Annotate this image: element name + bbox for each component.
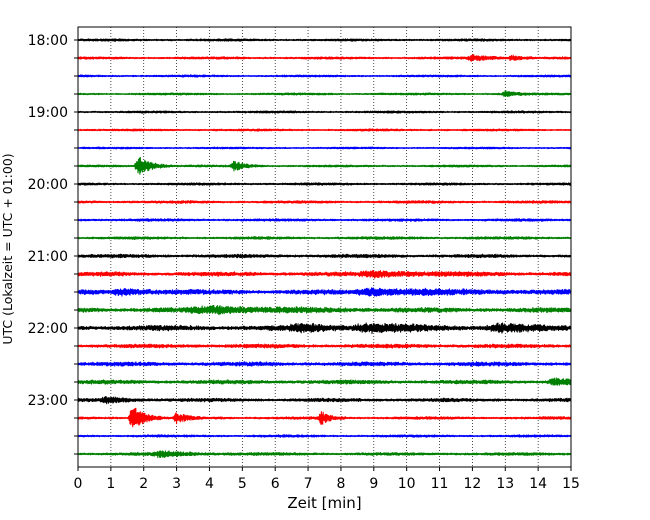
y-tick-label: 22:00 (28, 321, 68, 337)
y-axis-ticks: 18:00 19:00 20:00 21:00 22:00 23:00 (28, 33, 78, 455)
trace-2300 (77, 396, 572, 405)
x-tick-label: 7 (304, 476, 313, 492)
x-tick-label: 2 (139, 476, 148, 492)
plot-frame (77, 26, 572, 468)
trace-2230 (77, 361, 572, 367)
seismogram-traces (77, 38, 572, 459)
x-axis-ticks: 0 1 2 3 4 5 6 7 8 9 10 11 12 13 14 15 (74, 467, 580, 492)
trace-2130 (77, 287, 572, 297)
trace-2100 (77, 253, 572, 259)
x-tick-label: 11 (431, 476, 449, 492)
trace-2015 (77, 200, 572, 204)
trace-2215 (77, 343, 572, 349)
trace-1915 (77, 128, 572, 132)
trace-1815 (77, 54, 572, 62)
x-tick-label: 14 (529, 476, 547, 492)
x-tick-label: 10 (398, 476, 416, 492)
x-tick-label: 12 (463, 476, 481, 492)
trace-2200 (77, 322, 572, 334)
trace-2315 (77, 407, 572, 428)
y-tick-label: 23:00 (28, 393, 68, 409)
x-tick-label: 0 (74, 476, 83, 492)
trace-2245 (77, 377, 572, 386)
x-tick-label: 15 (562, 476, 580, 492)
y-axis-label: UTC (Lokalzeit = UTC + 01:00) (0, 153, 15, 344)
trace-1900 (77, 110, 572, 114)
x-tick-label: 1 (106, 476, 115, 492)
trace-2345 (77, 450, 572, 459)
trace-1945 (77, 156, 572, 175)
trace-1830 (77, 74, 572, 78)
y-tick-label: 21:00 (28, 249, 68, 265)
y-tick-label: 19:00 (28, 105, 68, 121)
x-axis-label: Zeit [min] (287, 494, 361, 512)
x-tick-label: 8 (336, 476, 345, 492)
trace-2045 (77, 236, 572, 240)
trace-1800 (77, 38, 572, 42)
trace-1845 (77, 90, 572, 98)
trace-2145 (77, 304, 572, 315)
x-tick-label: 9 (369, 476, 378, 492)
x-tick-label: 5 (238, 476, 247, 492)
x-tick-label: 3 (172, 476, 181, 492)
y-tick-label: 18:00 (28, 33, 68, 49)
y-tick-label: 20:00 (28, 177, 68, 193)
x-tick-label: 4 (205, 476, 214, 492)
trace-2115 (77, 269, 572, 279)
vertical-gridlines (110, 27, 539, 467)
trace-2330 (77, 434, 572, 438)
trace-2000 (77, 182, 572, 186)
trace-1930 (77, 146, 572, 150)
trace-2030 (77, 218, 572, 222)
x-tick-label: 6 (271, 476, 280, 492)
x-tick-label: 13 (496, 476, 514, 492)
